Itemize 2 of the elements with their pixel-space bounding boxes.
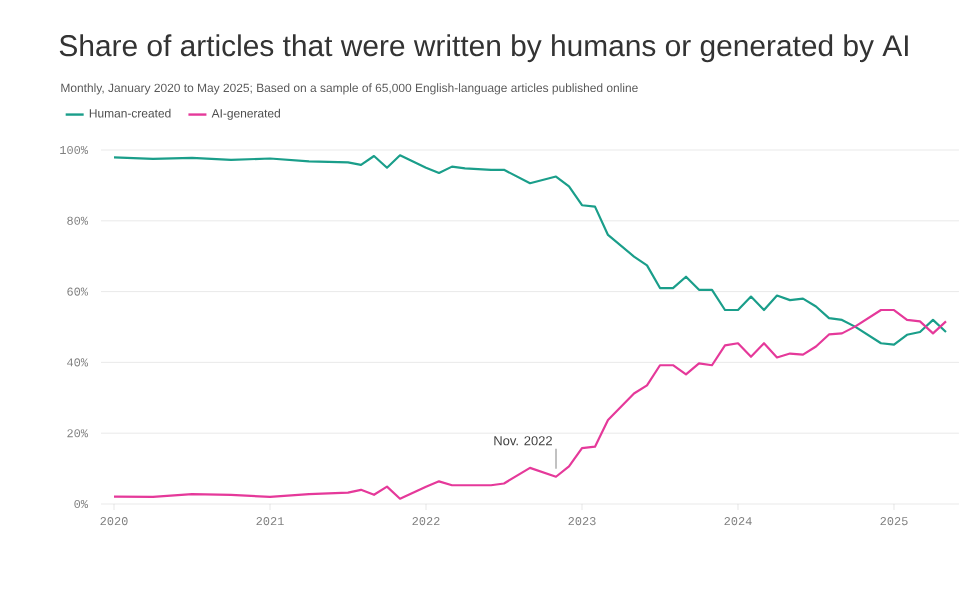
- chart-title: Share of articles that were written by humans or generated by AI: [59, 34, 908, 63]
- line-series: [112, 154, 948, 346]
